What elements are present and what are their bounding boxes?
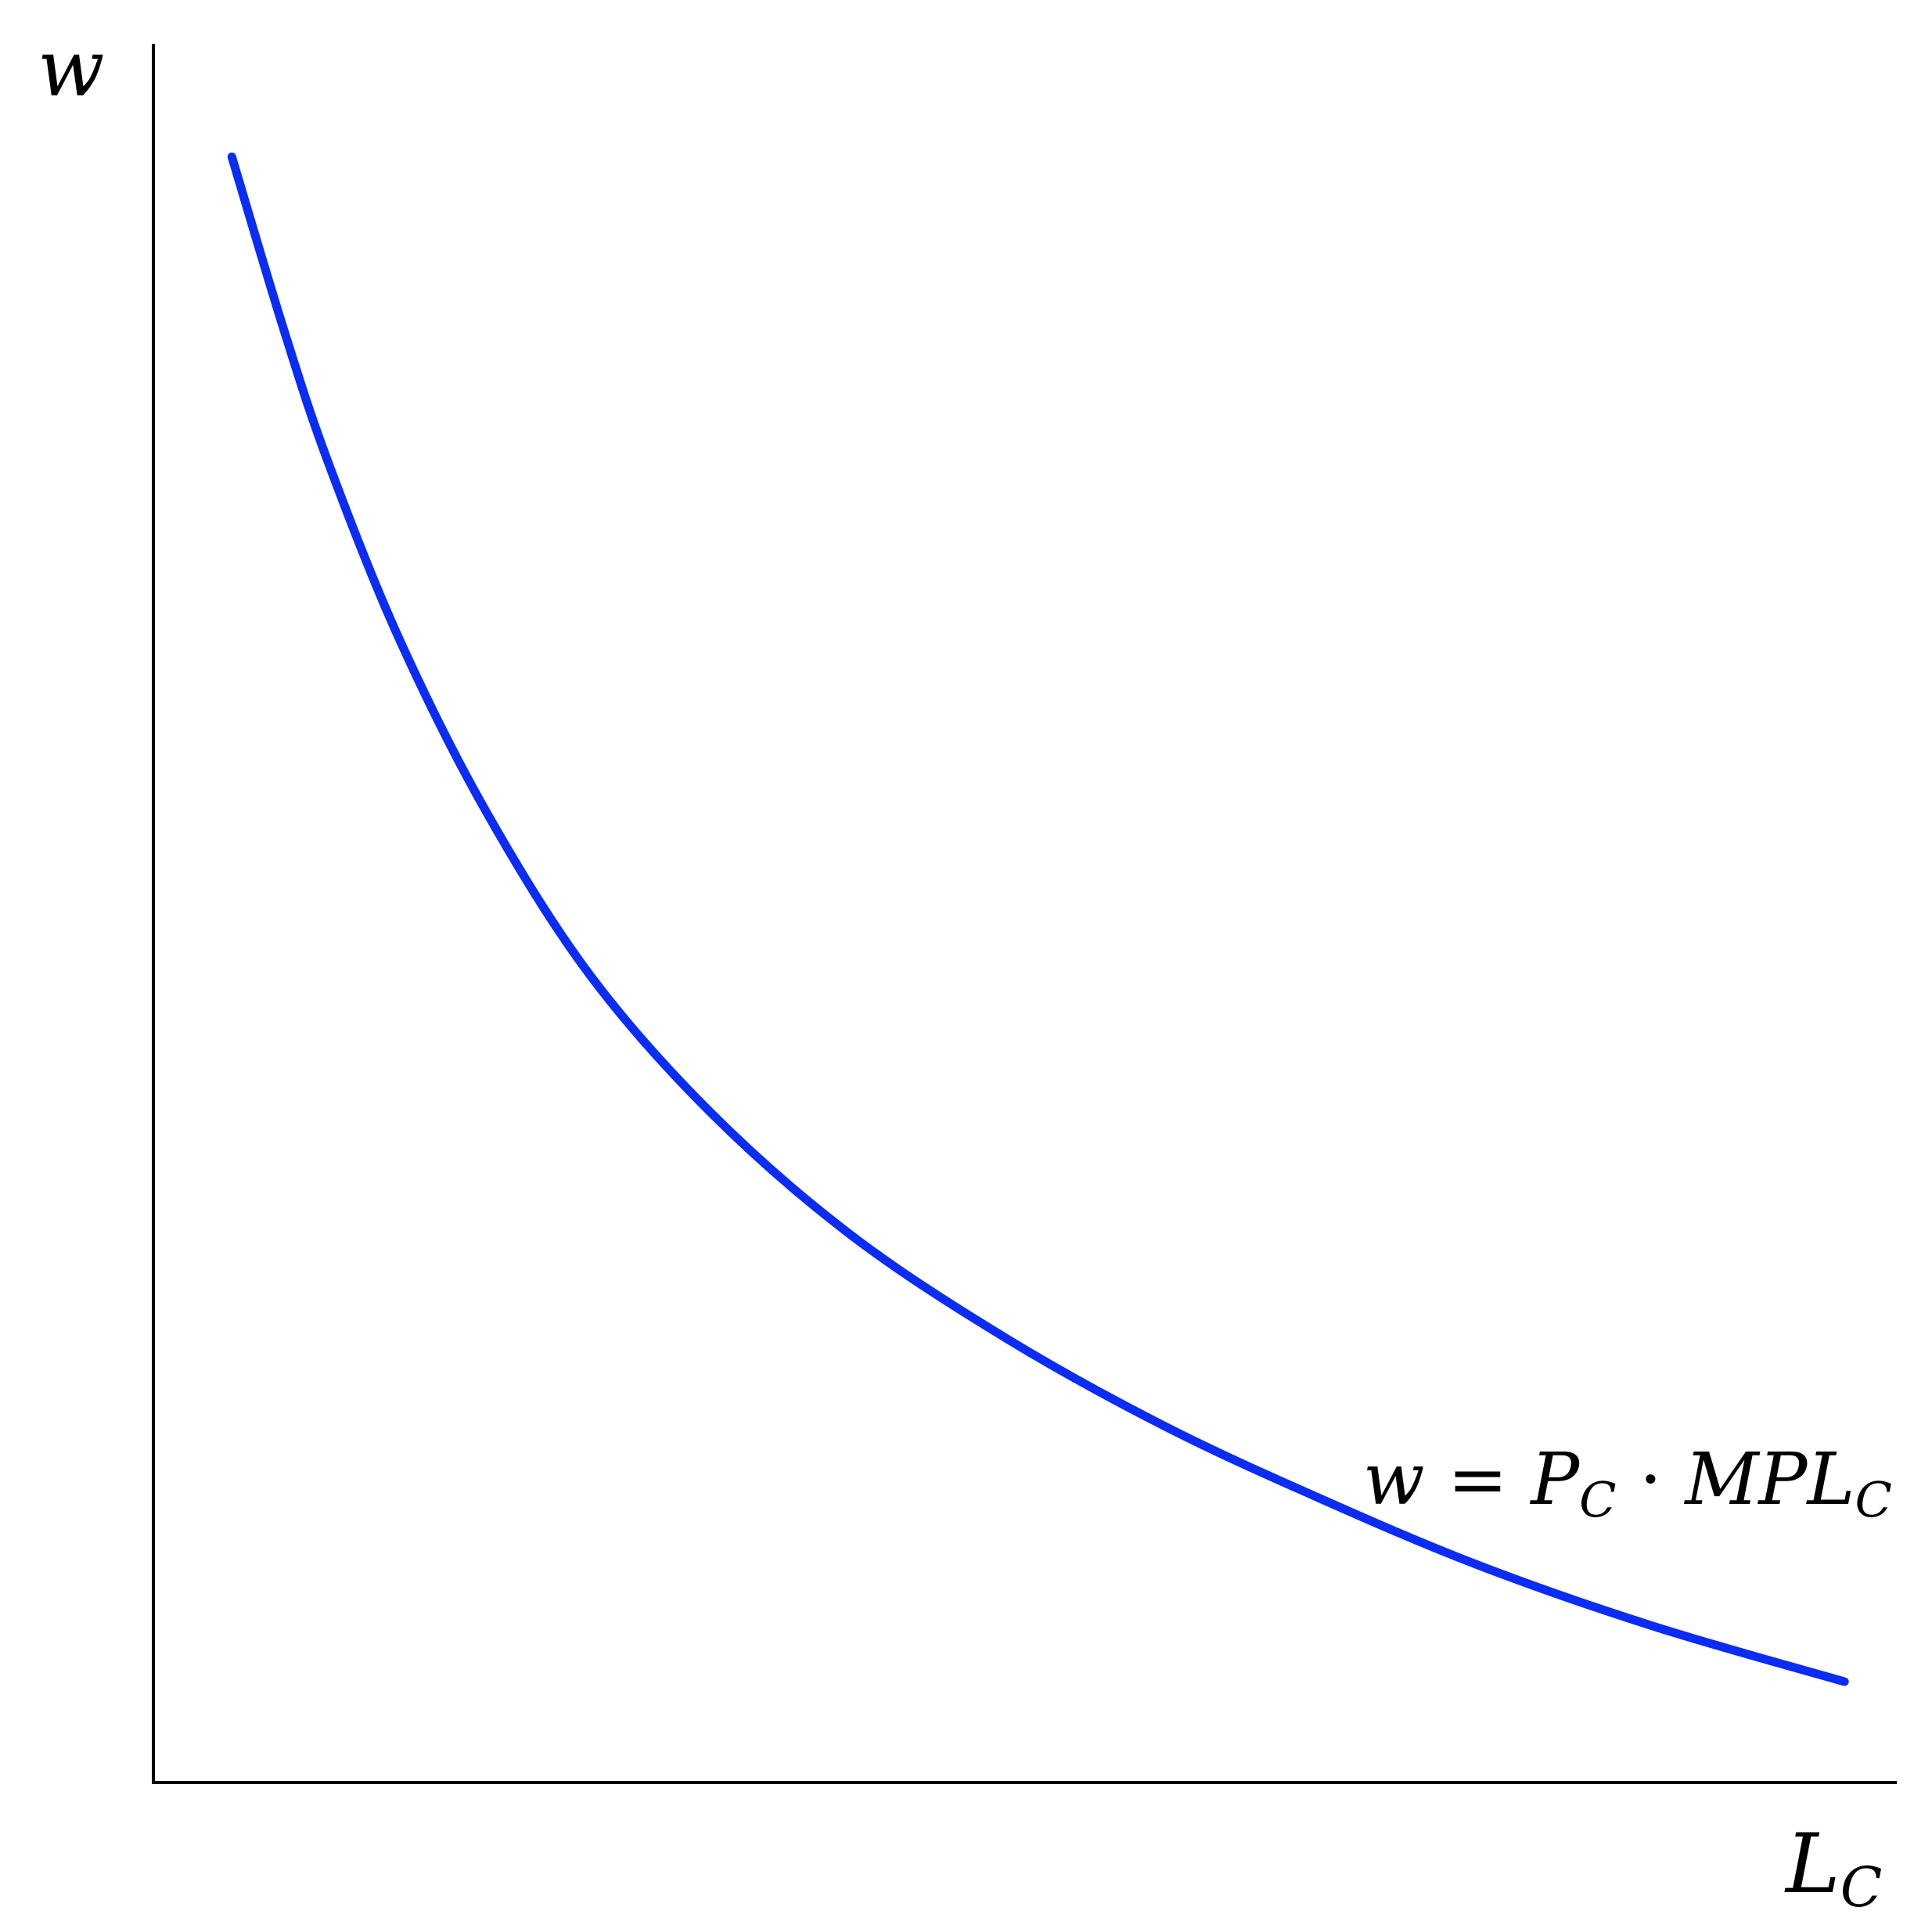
x-axis-label: LC (1784, 1816, 1882, 1919)
series-label-mpl-sub: C (1855, 1471, 1892, 1528)
plot-area (152, 44, 1897, 1784)
series-label-dot: · (1617, 1437, 1686, 1521)
series-label-p: P (1529, 1437, 1581, 1521)
y-axis-label: w (38, 23, 105, 114)
x-axis-label-base: L (1784, 1816, 1840, 1912)
series-label-p-sub: C (1579, 1471, 1616, 1528)
series-label-eq: = (1425, 1437, 1531, 1521)
series-label: w = PC · MPLC (1363, 1437, 1892, 1528)
series-line (227, 152, 1849, 1686)
x-axis-label-sub: C (1840, 1855, 1883, 1919)
series-label-lhs: w (1363, 1437, 1425, 1521)
series-label-mpl: MPL (1683, 1437, 1855, 1521)
